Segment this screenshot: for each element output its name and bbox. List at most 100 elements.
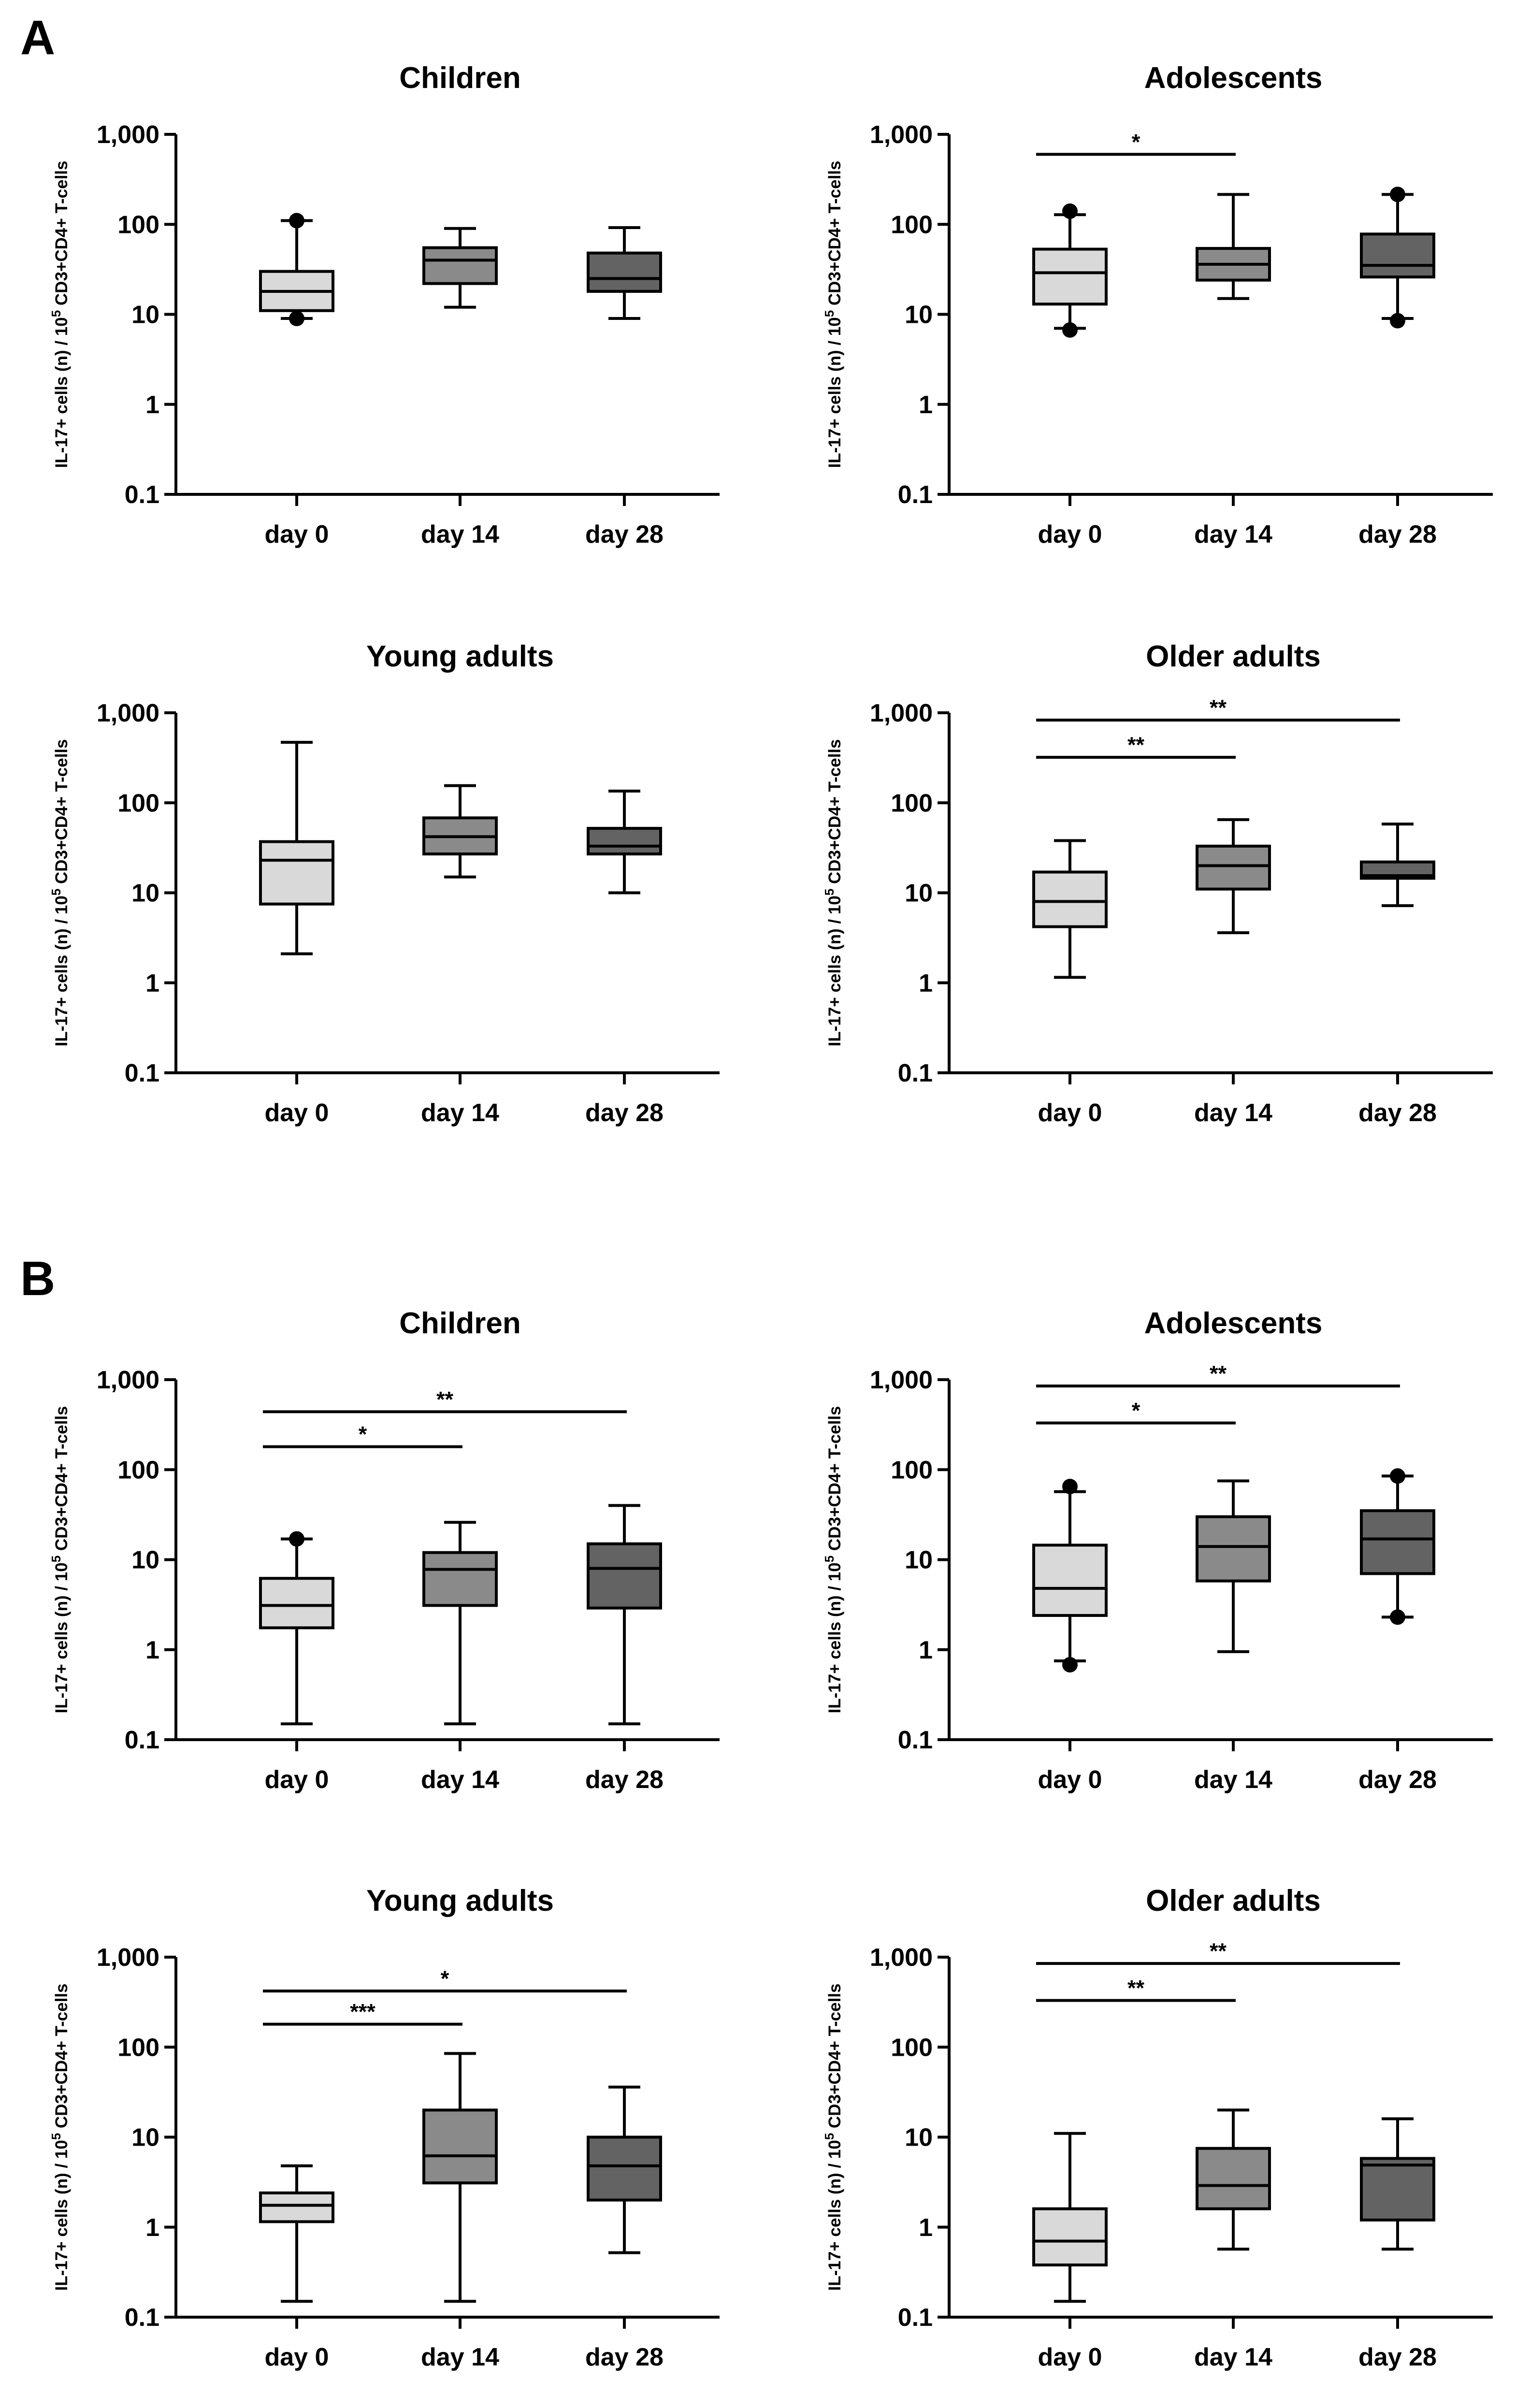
box-iqr [1196,2147,1271,2210]
y-tick-label: 0.1 [898,481,933,509]
x-tick-label: day 0 [265,520,329,548]
y-axis-label-superscript: 5 [49,310,63,317]
y-axis-label-main: IL-17+ cells (n) / 10 [825,2140,844,2291]
significance-label: * [359,1422,367,1447]
chart-title: Older adults [1146,640,1321,673]
y-axis-label-superscript: 5 [822,1556,837,1562]
y-tick-label: 1,000 [97,1366,159,1394]
box-iqr [587,827,662,856]
y-tick-label: 100 [117,1456,159,1484]
x-tick-label: day 28 [1358,520,1437,548]
y-axis-label-tail: CD3+CD4+ T-cells [52,161,71,310]
box-day-28 [1360,822,1435,908]
box-iqr [1032,1543,1108,1617]
box-iqr [422,2108,498,2185]
y-axis-label: IL-17+ cells (n) / 105 CD3+CD4+ T-cells [49,739,71,1047]
outlier-point [289,1531,304,1547]
chart-2: Adolescents 0.1 1 10 100 1,000 IL-17+ cells (n… [822,61,1493,548]
y-axis-label-main: IL-17+ cells (n) / 10 [825,317,844,468]
outlier-point [1390,1468,1405,1484]
chart-title: Adolescents [1144,61,1323,95]
significance-label: * [1132,1399,1140,1423]
y-tick-label: 1 [145,2214,159,2242]
y-axis-label-superscript: 5 [822,2133,837,2140]
significance-label: ** [1210,695,1227,720]
chart-title: Young adults [366,640,554,673]
y-axis-label-main: IL-17+ cells (n) / 10 [52,2140,71,2291]
significance-label: ** [436,1387,454,1412]
y-axis-label-tail: CD3+CD4+ T-cells [52,1984,71,2133]
y-tick-label: 1 [919,391,933,419]
y-tick-label: 1 [919,2214,933,2242]
outlier-point [1062,322,1078,338]
box-iqr [1032,247,1108,306]
chart-5: Children 0.1 1 10 100 1,000 IL-17+ cells (n) /… [49,1307,720,1794]
box-day-28 [1360,1468,1435,1625]
y-axis-label: IL-17+ cells (n) / 105 CD3+CD4+ T-cells [49,1984,71,2291]
box-day-14 [422,227,498,309]
y-axis-label-main: IL-17+ cells (n) / 10 [52,1562,71,1713]
x-tick-label: day 0 [265,1099,329,1127]
box-iqr [1196,1515,1271,1583]
y-tick-label: 10 [131,880,159,908]
x-tick-label: day 28 [585,1099,664,1127]
y-tick-label: 10 [131,1546,159,1574]
y-tick-label: 1,000 [870,121,933,149]
y-tick-label: 100 [117,2033,159,2062]
y-tick-label: 1 [145,391,159,419]
box-day-14 [1196,193,1271,300]
y-tick-label: 10 [905,2124,933,2152]
box-day-28 [587,789,662,894]
box-day-0 [1032,2132,1108,2303]
box-day-0 [259,213,334,327]
y-tick-label: 10 [905,301,933,329]
y-axis-label-main: IL-17+ cells (n) / 10 [825,1562,844,1713]
y-tick-label: 100 [117,211,159,239]
y-tick-label: 1,000 [870,1366,933,1394]
box-day-0 [1032,203,1108,338]
y-tick-label: 1 [919,969,933,997]
chart-title: Young adults [366,1884,554,1918]
box-iqr [1032,2207,1108,2267]
y-tick-label: 0.1 [125,2304,159,2332]
x-tick-label: day 14 [421,2343,499,2371]
x-tick-label: day 28 [585,1766,664,1794]
y-tick-label: 1,000 [97,699,159,727]
y-axis-label-superscript: 5 [49,1556,63,1562]
y-tick-label: 1 [145,969,159,997]
box-day-0 [259,1531,334,1726]
outlier-point [289,213,304,229]
y-tick-label: 10 [905,880,933,908]
box-iqr [587,2135,662,2202]
box-iqr [1032,870,1108,928]
x-tick-label: day 0 [265,2343,329,2371]
x-tick-label: day 28 [585,2343,664,2371]
y-tick-label: 1 [919,1636,933,1664]
box-day-0 [259,741,334,955]
y-axis-label-superscript: 5 [822,889,837,895]
chart-8: Older adults 0.1 1 10 100 1,000 IL-17+ cells (… [822,1884,1493,2371]
y-tick-label: 1,000 [870,1944,933,1972]
y-tick-label: 100 [891,1456,933,1484]
x-tick-label: day 14 [1194,520,1272,548]
box-day-14 [1196,2108,1271,2251]
significance-label: ** [1210,1939,1227,1963]
chart-1: Children 0.1 1 10 100 1,000 IL-17+ cells (n) /… [49,61,720,548]
x-tick-label: day 0 [265,1766,329,1794]
significance-label: ** [1127,1976,1145,2001]
box-iqr [259,1577,334,1629]
box-day-28 [1360,187,1435,329]
significance-label: * [441,1966,449,1991]
y-tick-label: 0.1 [125,1059,159,1087]
outlier-point [1390,187,1405,202]
box-day-0 [1032,839,1108,979]
x-tick-label: day 28 [1358,1099,1437,1127]
outlier-point [1390,1609,1405,1625]
y-tick-label: 100 [891,2033,933,2062]
y-tick-label: 0.1 [125,1726,159,1754]
box-day-14 [1196,818,1271,935]
outlier-point [1390,313,1405,329]
y-axis-label-main: IL-17+ cells (n) / 10 [52,895,71,1046]
x-tick-label: day 0 [1038,2343,1102,2371]
